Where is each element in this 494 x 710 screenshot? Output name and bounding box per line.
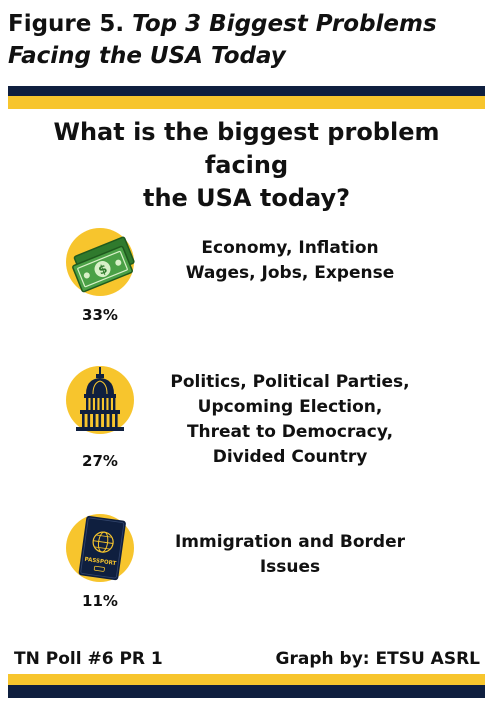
category-immigration: Immigration and Border Issues <box>160 530 420 580</box>
percent-politics: 27% <box>82 452 118 470</box>
figure-title: Figure 5. Top 3 Biggest Problems Facing … <box>8 8 488 72</box>
money-icon: $ <box>64 226 136 298</box>
percent-economy: 33% <box>82 306 118 324</box>
footer-right: Graph by: ETSU ASRL <box>275 649 480 669</box>
category-economy-line2: Wages, Jobs, Expense <box>185 263 395 283</box>
bottom-navy-band <box>8 685 485 698</box>
passport-text: PASSPORT <box>84 557 117 567</box>
category-economy: Economy, Inflation Wages, Jobs, Expense <box>160 236 420 286</box>
passport-icon: PASSPORT <box>64 512 136 584</box>
footer-left: TN Poll #6 PR 1 <box>14 649 163 669</box>
figure-label: Figure 5. <box>8 11 125 37</box>
question-line2: the USA today? <box>142 184 351 212</box>
category-politics-line2: Upcoming Election, <box>197 397 383 417</box>
question: What is the biggest problem facing the U… <box>8 116 485 215</box>
category-immigration-line2: Issues <box>259 557 321 577</box>
category-politics-line1: Politics, Political Parties, <box>170 372 410 392</box>
category-politics-line3: Threat to Democracy, <box>186 422 394 442</box>
category-politics-line4: Divided Country <box>212 447 368 467</box>
category-politics: Politics, Political Parties, Upcoming El… <box>160 370 420 470</box>
figure-title-line2: Facing the USA Today <box>8 43 286 69</box>
percent-immigration: 11% <box>82 592 118 610</box>
category-immigration-line1: Immigration and Border <box>174 532 406 552</box>
top-gold-band <box>8 96 485 109</box>
figure-title-line1: Top 3 Biggest Problems <box>132 11 437 37</box>
category-economy-line1: Economy, Inflation <box>201 238 379 258</box>
capitol-icon <box>64 364 136 436</box>
top-navy-band <box>8 86 485 96</box>
question-line1: What is the biggest problem facing <box>53 118 440 179</box>
bottom-gold-band <box>8 674 485 685</box>
